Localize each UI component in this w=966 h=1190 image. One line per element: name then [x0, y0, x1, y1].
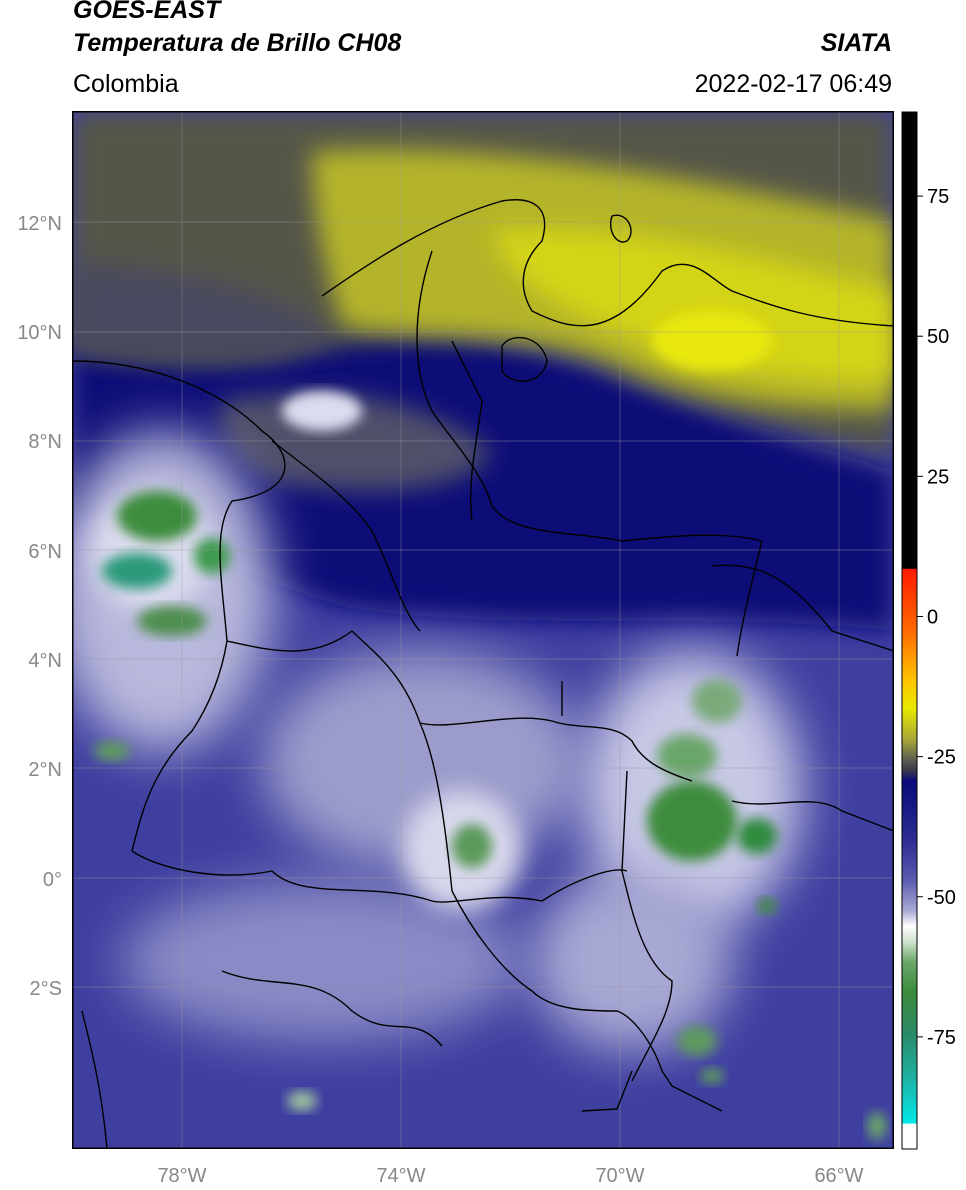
latitude-labels: 12°N 10°N 8°N 6°N 4°N 2°N 0° 2°S [17, 213, 62, 1000]
colorbar-tick-label: -75 [927, 1027, 956, 1049]
satellite-title: GOES-EAST [73, 0, 221, 24]
lon-label-70w: 70°W [595, 1165, 644, 1187]
product-title: Temperatura de Brillo CH08 [73, 29, 402, 57]
lat-label-2s: 2°S [30, 978, 62, 1000]
colorbar-tick-label: 75 [927, 186, 949, 208]
lon-label-78w: 78°W [157, 1165, 206, 1187]
colorbar-gradient [901, 111, 918, 1150]
lat-label-6n: 6°N [28, 541, 62, 563]
brightness-temperature-field [72, 111, 894, 1149]
graticule [72, 111, 894, 1149]
lon-label-74w: 74°W [376, 1165, 425, 1187]
lat-label-10n: 10°N [17, 322, 62, 344]
map-frame [72, 111, 894, 1149]
lat-label-0: 0° [43, 869, 62, 891]
lon-label-66w: 66°W [814, 1165, 863, 1187]
longitude-labels: 78°W 74°W 70°W 66°W [157, 1165, 863, 1187]
region-label: Colombia [73, 70, 179, 98]
colorbar-tick-label: 50 [927, 326, 949, 348]
colorbar-tick-label: -25 [927, 747, 956, 769]
satellite-map [72, 111, 894, 1149]
colorbar-tick-label: -50 [927, 887, 956, 909]
organization-label: SIATA [820, 29, 892, 57]
country-borders [72, 199, 894, 1149]
colorbar-ticks: 75 50 25 0 -25 -50 -75 [917, 186, 956, 1049]
colorbar-tick-label: 0 [927, 606, 938, 628]
lat-label-4n: 4°N [28, 650, 62, 672]
colorbar: 75 50 25 0 -25 -50 -75 [901, 111, 956, 1150]
datetime-label: 2022-02-17 06:49 [694, 70, 892, 98]
lat-label-12n: 12°N [17, 213, 62, 235]
colorbar-tick-label: 25 [927, 466, 949, 488]
lat-label-2n: 2°N [28, 759, 62, 781]
lat-label-8n: 8°N [28, 431, 62, 453]
